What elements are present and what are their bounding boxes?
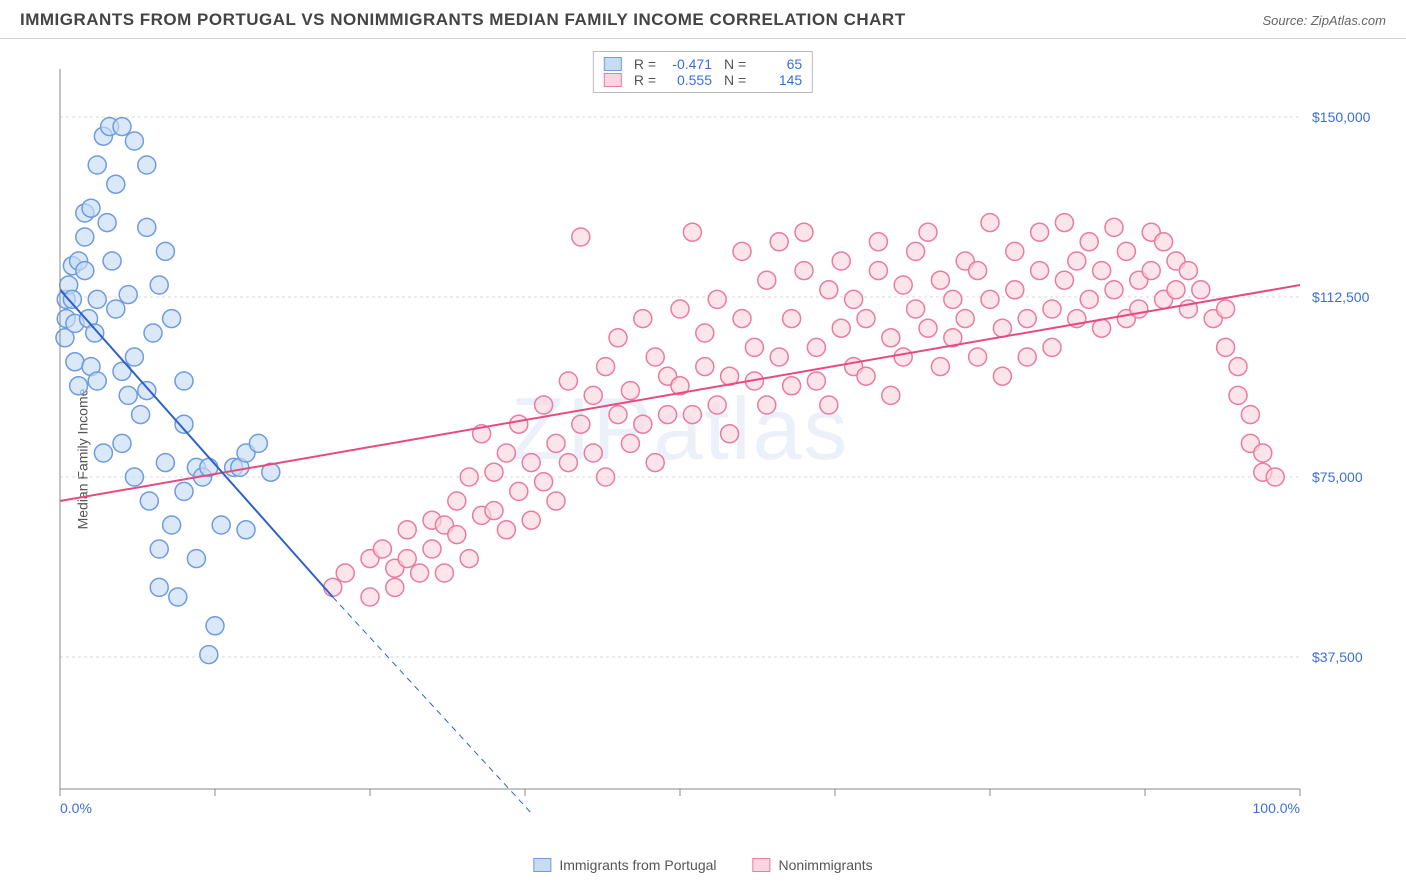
svg-text:$150,000: $150,000: [1312, 109, 1371, 125]
swatch-blue: [533, 858, 551, 872]
legend-row-pink: R = 0.555 N = 145: [604, 72, 802, 88]
n-value-blue: 65: [754, 56, 802, 72]
n-label: N =: [724, 72, 746, 88]
r-label: R =: [634, 56, 656, 72]
swatch-pink: [753, 858, 771, 872]
svg-text:0.0%: 0.0%: [60, 800, 92, 816]
swatch-blue: [604, 57, 622, 71]
n-value-pink: 145: [754, 72, 802, 88]
source-attribution: Source: ZipAtlas.com: [1262, 13, 1386, 28]
scatter-plot: $37,500$75,000$112,500$150,000ZIPatlas0.…: [50, 49, 1380, 839]
swatch-pink: [604, 73, 622, 87]
legend-item-blue: Immigrants from Portugal: [533, 857, 716, 873]
chart-title: IMMIGRANTS FROM PORTUGAL VS NONIMMIGRANT…: [20, 10, 906, 30]
legend-row-blue: R = -0.471 N = 65: [604, 56, 802, 72]
svg-text:$37,500: $37,500: [1312, 649, 1363, 665]
svg-text:100.0%: 100.0%: [1253, 800, 1300, 816]
r-label: R =: [634, 72, 656, 88]
r-value-pink: 0.555: [664, 72, 712, 88]
svg-text:$75,000: $75,000: [1312, 469, 1363, 485]
legend-item-pink: Nonimmigrants: [753, 857, 873, 873]
source-prefix: Source:: [1262, 13, 1310, 28]
chart-header: IMMIGRANTS FROM PORTUGAL VS NONIMMIGRANT…: [0, 0, 1406, 39]
n-label: N =: [724, 56, 746, 72]
series-label-blue: Immigrants from Portugal: [559, 857, 716, 873]
source-name: ZipAtlas.com: [1311, 13, 1386, 28]
svg-text:$112,500: $112,500: [1312, 289, 1370, 305]
series-label-pink: Nonimmigrants: [779, 857, 873, 873]
chart-container: Median Family Income $37,500$75,000$112,…: [0, 39, 1406, 879]
series-legend: Immigrants from Portugal Nonimmigrants: [533, 857, 872, 873]
correlation-legend: R = -0.471 N = 65 R = 0.555 N = 145: [593, 51, 813, 93]
r-value-blue: -0.471: [664, 56, 712, 72]
